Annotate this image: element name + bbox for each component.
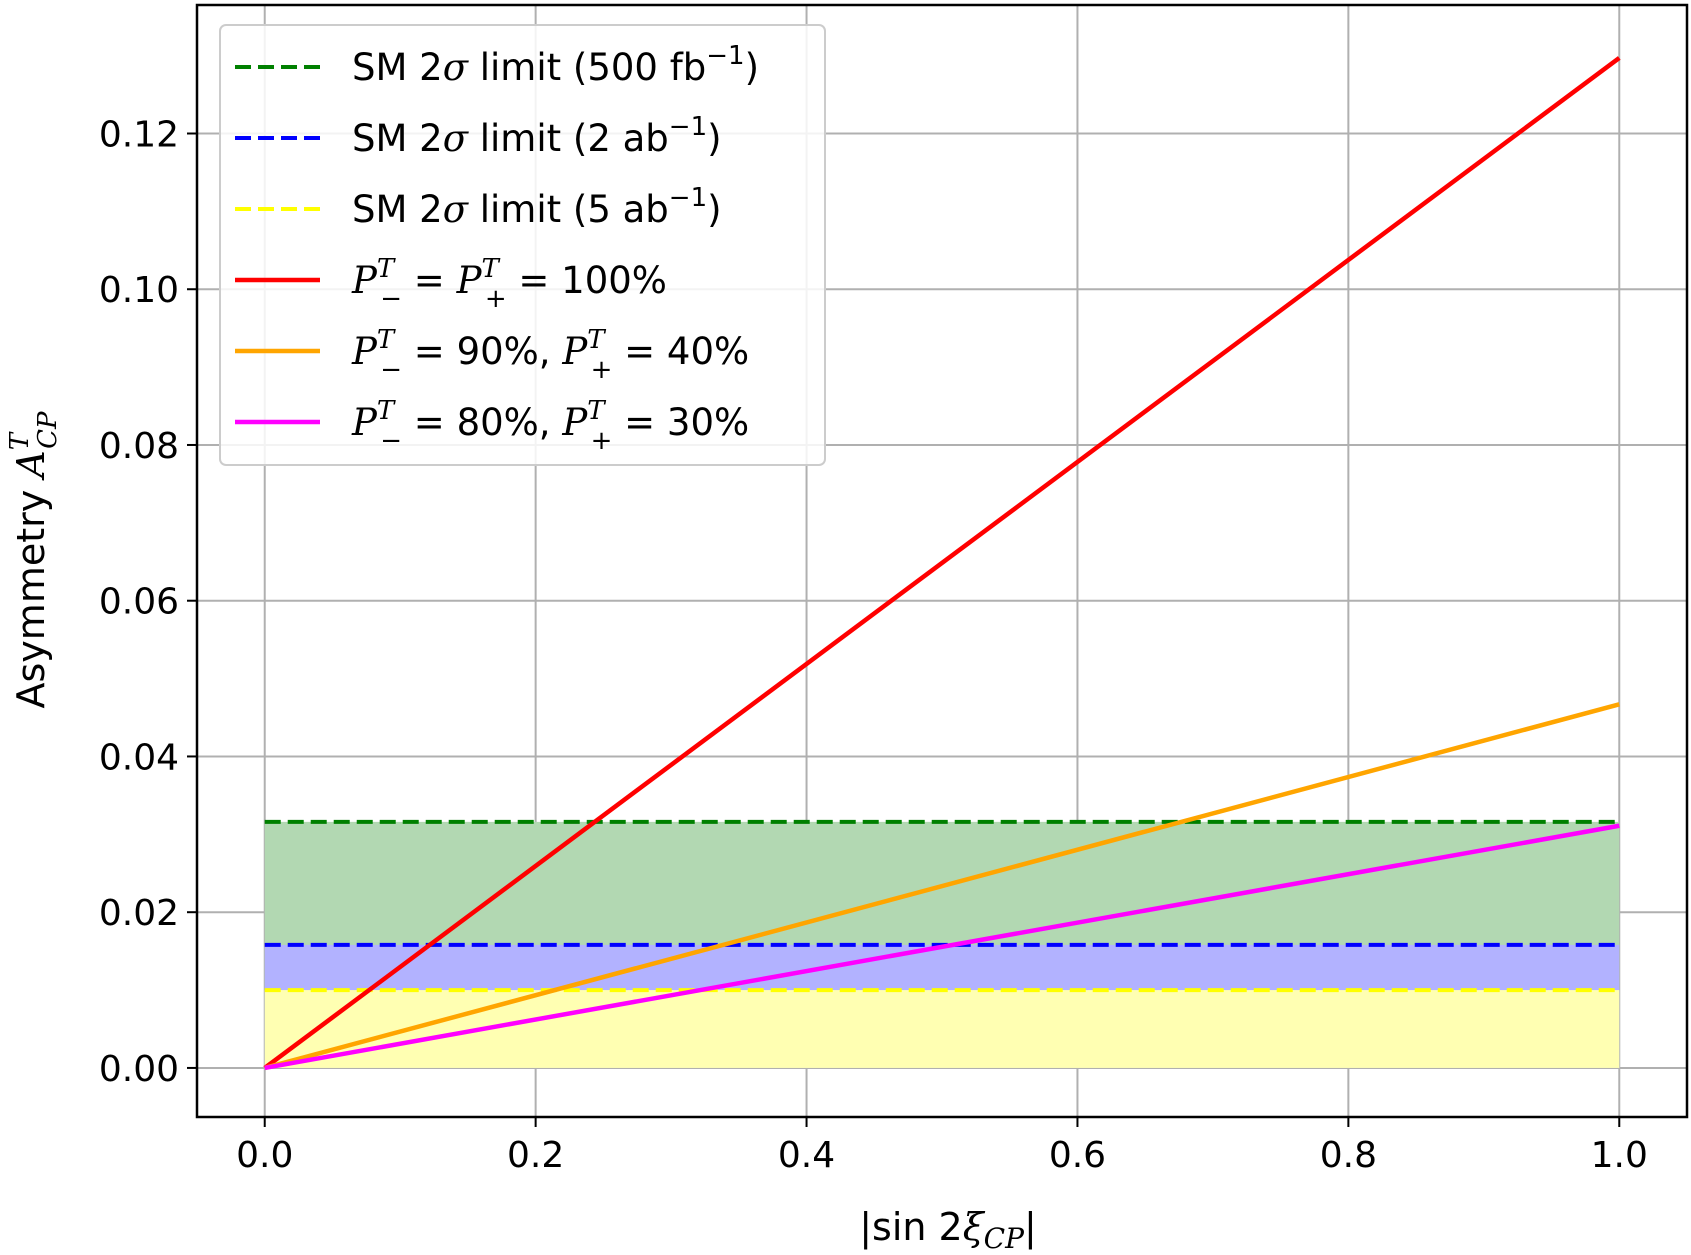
axes-frame <box>195 3 1689 1119</box>
x-tick-label: 1.0 <box>1591 1135 1648 1176</box>
x-tick-label: 0.4 <box>778 1135 835 1176</box>
legend-label: SM 2σ limit (2 ab−1) <box>352 112 722 160</box>
x-label-subscript: CP <box>984 1222 1025 1255</box>
x-label-prefix: |sin 2 <box>859 1205 963 1250</box>
y-tick-label: 0.04 <box>99 737 179 778</box>
y-tick-label: 0.02 <box>99 893 179 934</box>
x-tick-label: 0.0 <box>236 1135 293 1176</box>
x-tick-label: 0.2 <box>507 1135 564 1176</box>
series-line <box>264 702 1620 1071</box>
legend: SM 2σ limit (500 fb−1) SM 2σ limit (2 ab−… <box>219 24 826 466</box>
legend-label: PT − = 90%, PT + = 40% <box>351 325 749 385</box>
y-label-prefix: Asymmetry <box>9 478 53 709</box>
y-tick-label: 0.06 <box>99 582 179 623</box>
legend-label: PT − = 80%, PT + = 30% <box>351 396 749 456</box>
x-label-symbol: ξ <box>963 1205 986 1249</box>
x-tick-label: 0.8 <box>1320 1135 1377 1176</box>
y-tick-label: 0.10 <box>99 270 179 311</box>
x-axis-label: |sin 2ξCP| <box>859 1205 1037 1255</box>
y-axis-label: Asymmetry ATCP <box>5 411 63 708</box>
legend-label: SM 2σ limit (500 fb−1) <box>352 41 759 89</box>
series-lines <box>263 56 1621 1071</box>
x-label-suffix: | <box>1024 1205 1037 1250</box>
series-line <box>263 56 1621 1070</box>
y-tick-label: 0.12 <box>99 114 179 155</box>
x-tick-label: 0.6 <box>1049 1135 1106 1176</box>
y-label-subscript: CP <box>33 411 63 449</box>
limit-band <box>264 990 1620 1068</box>
legend-label: SM 2σ limit (5 ab−1) <box>352 183 722 231</box>
y-label-superscript: T <box>5 431 35 450</box>
legend-label: PT − = PT + = 100% <box>351 254 667 314</box>
y-label-symbol: A <box>9 450 53 480</box>
x-axis-ticks: 0.0 0.2 0.4 0.6 0.8 1.0 <box>236 1117 1648 1176</box>
series-line <box>264 823 1620 1071</box>
y-axis-ticks: 0.00 0.02 0.04 0.06 0.08 0.10 0.12 <box>99 114 197 1090</box>
legend-box <box>219 24 826 466</box>
y-tick-label: 0.08 <box>99 426 179 467</box>
y-tick-label: 0.00 <box>99 1049 179 1090</box>
